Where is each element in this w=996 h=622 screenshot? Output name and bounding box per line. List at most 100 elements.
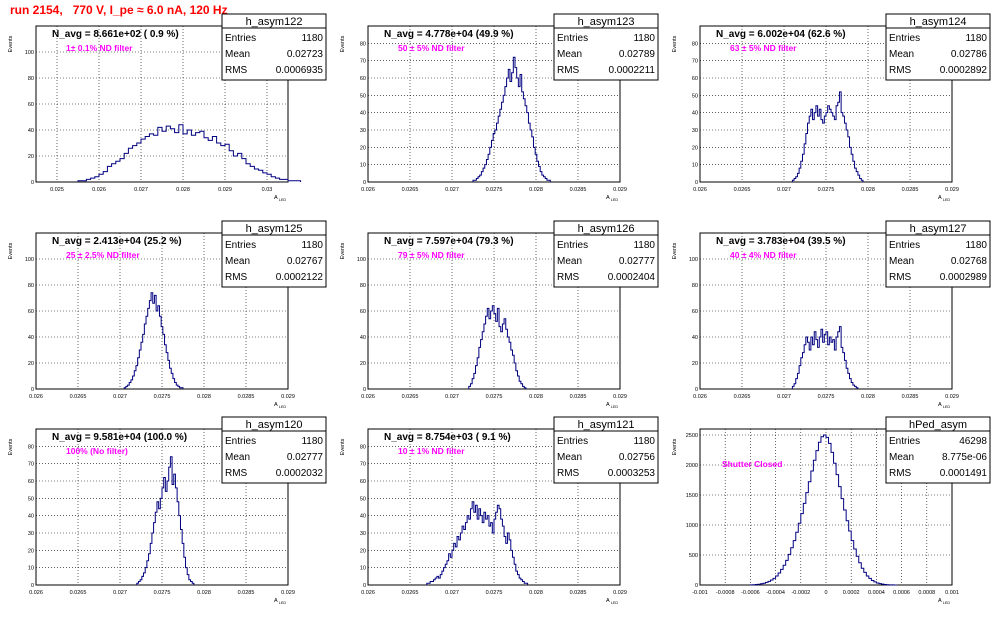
y-axis-label: Events — [8, 242, 14, 259]
stats-box — [885, 430, 991, 484]
histogram-bin — [819, 337, 821, 389]
x-tick-label: 0.029 — [281, 394, 295, 400]
histogram-bin — [518, 376, 520, 389]
histogram-bin — [813, 460, 816, 585]
histogram-bin — [521, 580, 523, 585]
y-tick-label: 80 — [360, 444, 366, 450]
x-tick-label: 0.027 — [113, 590, 127, 596]
histogram-bin — [508, 69, 510, 182]
stats-key: Entries — [557, 436, 588, 447]
histogram-bin — [792, 386, 794, 389]
histogram-bin — [821, 437, 824, 585]
stats-box — [221, 27, 327, 81]
stats-key: Entries — [557, 240, 588, 251]
histogram-bin — [491, 523, 493, 585]
histogram-bin — [481, 516, 483, 585]
y-tick-label: 100 — [689, 257, 698, 263]
y-tick-label: 50 — [28, 496, 34, 502]
stats-key: RMS — [889, 65, 912, 76]
y-axis-label: Events — [340, 35, 346, 52]
histogram-bin — [470, 384, 472, 389]
x-tick-label: 0.0275 — [818, 187, 835, 193]
histogram-bin — [829, 443, 832, 585]
histogram-bin — [856, 388, 858, 389]
histogram-bin — [502, 526, 504, 585]
histogram-bin — [474, 373, 476, 389]
navg-label: N_avg = 8.661e+02 ( 0.9 %) — [52, 29, 179, 40]
histogram-bin — [233, 156, 237, 182]
filter-label: 1± 0.1% ND filter — [66, 43, 133, 53]
y-tick-label: 50 — [692, 93, 698, 99]
histogram-bin — [533, 147, 535, 182]
stats-box — [553, 27, 659, 81]
histogram-bin — [246, 164, 250, 182]
histogram-bin — [846, 521, 849, 585]
histogram-bin — [839, 487, 842, 585]
histogram-bin — [469, 386, 471, 389]
stats-value: 1180 — [965, 240, 987, 251]
histogram-bin — [797, 373, 799, 389]
histogram-bin — [799, 168, 801, 182]
histogram-bin — [507, 337, 509, 389]
histogram-bin — [491, 140, 493, 182]
histogram-bin — [836, 337, 838, 389]
histogram-bin — [476, 179, 478, 182]
histogram-bin — [434, 580, 436, 585]
stats-key: Mean — [557, 256, 582, 267]
histogram-bin — [854, 549, 857, 585]
stats-key: Mean — [889, 49, 914, 60]
stats-box — [221, 234, 327, 288]
x-tick-label: 0.026 — [361, 187, 375, 193]
histogram-bin — [184, 557, 186, 585]
histogram-bin — [180, 388, 182, 389]
y-tick-label: 40 — [692, 335, 698, 341]
y-axis-label: Events — [672, 438, 678, 455]
filter-label: 40 ± 4% ND filter — [730, 250, 797, 260]
y-tick-label: 1500 — [686, 493, 698, 499]
histogram-bin — [430, 582, 432, 585]
stats-value: 0.0001491 — [940, 468, 988, 479]
x-tick-label: 0.0265 — [70, 394, 87, 400]
stats-box — [553, 430, 659, 484]
y-tick-label: 40 — [360, 335, 366, 341]
histogram-bin — [831, 452, 834, 585]
histogram-bin — [504, 319, 506, 389]
pad-h-asym126: 0.026 0.0265 0.027 0.0275 0.028 0.0285 0.029 0 2… — [332, 219, 664, 426]
stats-key: Mean — [889, 256, 914, 267]
histogram-bin — [435, 578, 437, 585]
y-tick-label: 40 — [692, 111, 698, 117]
x-tick-label: 0.028 — [197, 590, 211, 596]
histogram-bin — [823, 123, 825, 182]
x-tick-label: 0.0285 — [570, 187, 587, 193]
y-tick-label: 60 — [28, 102, 34, 108]
histogram-bin — [507, 533, 509, 585]
x-tick-label: 0.026 — [693, 394, 707, 400]
histogram-bin — [851, 154, 853, 182]
x-tick-label: 0.028 — [529, 394, 543, 400]
histogram-bin — [491, 311, 493, 389]
histogram-bin — [801, 161, 803, 182]
y-tick-label: 0 — [363, 387, 366, 393]
histogram-bin — [781, 569, 784, 585]
histogram-bin — [158, 306, 160, 389]
histogram-hped-asym: -0.001 -0.0008 -0.0006 -0.0004 -0.0002 0 0.000… — [672, 416, 991, 605]
histogram-bin — [518, 87, 520, 182]
histogram-bin — [238, 153, 242, 182]
histogram-bin — [165, 491, 167, 585]
histogram-bin — [107, 166, 111, 182]
stats-key: Mean — [557, 49, 582, 60]
histogram-bin — [254, 169, 258, 182]
x-tick-label: 0.029 — [218, 187, 232, 193]
histogram-bin — [442, 571, 444, 585]
histogram-bin — [467, 516, 469, 585]
histogram-h-asym120: 0.026 0.0265 0.027 0.0275 0.028 0.0285 0.029 0 1… — [8, 416, 327, 605]
histogram-bin — [487, 308, 489, 389]
y-tick-label: 100 — [25, 50, 34, 56]
histogram-bin — [848, 373, 850, 389]
x-tick-label: 0.026 — [29, 394, 43, 400]
histogram-bin — [811, 109, 813, 182]
histogram-bin — [821, 329, 823, 389]
histogram-bin — [280, 179, 284, 182]
histogram-bin — [796, 379, 798, 389]
histogram-bin — [828, 106, 830, 182]
